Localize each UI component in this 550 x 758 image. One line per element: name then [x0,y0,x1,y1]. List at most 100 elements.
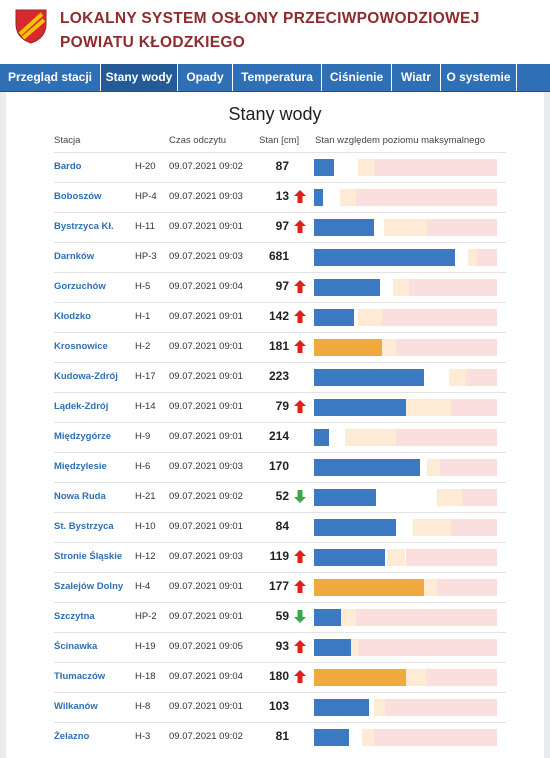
row-separator [54,602,506,603]
level-bar [314,579,497,596]
column-header: Stan [cm] [259,135,300,146]
station-link[interactable]: Szalejów Dolny [54,581,124,592]
row-separator [54,692,506,693]
row-separator [54,722,506,723]
nav-item[interactable]: Ciśnienie [322,64,392,91]
station-link[interactable]: Żelazno [54,731,90,742]
station-link[interactable]: Kudowa-Zdrój [54,371,118,382]
reading-time: 09.07.2021 09:04 [169,281,243,292]
alarm-zone [374,159,497,176]
alarm-zone [476,249,497,266]
reading-time: 09.07.2021 09:01 [169,611,243,622]
level-bar [314,729,497,746]
row-separator [54,512,506,513]
reading-time: 09.07.2021 09:03 [169,551,243,562]
alarm-zone [385,699,497,716]
nav-item[interactable]: Stany wody [101,64,178,91]
reading-time: 09.07.2021 09:02 [169,161,243,172]
header: LOKALNY SYSTEM OSŁONY PRZECIWPOWODZIOWEJ… [0,0,550,64]
reading-time: 09.07.2021 09:05 [169,641,243,652]
water-level: 97 [275,279,289,293]
table-title: Stany wody [228,104,322,124]
station-code: HP-4 [135,191,157,202]
station-link[interactable]: Stronie Śląskie [54,551,123,562]
reading-time: 09.07.2021 09:04 [169,671,243,682]
level-fill [314,189,324,206]
level-bar [314,159,497,176]
nav-item[interactable]: Wiatr [392,64,441,91]
alarm-zone [427,219,497,236]
station-code: H-6 [135,461,151,472]
reading-time: 09.07.2021 09:03 [169,191,243,202]
station-code: H-3 [135,731,151,742]
water-level: 97 [275,219,289,233]
nav-item[interactable]: Temperatura [233,64,322,91]
station-link[interactable]: Tłumaczów [54,671,106,682]
column-header: Czas odczytu [169,135,227,146]
level-bar [314,549,497,566]
water-level: 87 [275,159,289,173]
station-link[interactable]: Bardo [54,161,82,172]
reading-time: 09.07.2021 09:01 [169,431,243,442]
content-card: Stany wody Stacja Czas odczytu Stan [cm] Sta… [6,92,544,758]
station-link[interactable]: Nowa Ruda [54,491,106,502]
level-bar [314,339,497,356]
nav-item[interactable]: Opady [178,64,233,91]
station-link[interactable]: Boboszów [54,191,102,202]
station-link[interactable]: Międzylesie [54,461,107,472]
station-link[interactable]: Ścinawka [54,641,98,652]
station-link[interactable]: Szczytna [54,611,95,622]
station-link[interactable]: Bystrzyca Kł. [54,221,114,232]
station-link[interactable]: Krosnowice [54,341,108,352]
station-link[interactable]: Wilkanów [54,701,98,712]
trend-down-icon [294,490,306,503]
level-bar [314,489,497,506]
warning-zone [436,489,463,506]
station-link[interactable]: Gorzuchów [54,281,106,292]
warning-zone [341,609,357,626]
level-fill [314,159,335,176]
water-level: 79 [275,399,289,413]
station-link[interactable]: Kłodzko [54,311,91,322]
station-link[interactable]: St. Bystrzyca [54,521,114,532]
trend-up-icon [294,340,306,353]
station-code: H-8 [135,701,151,712]
water-level: 84 [275,519,289,533]
level-bar [314,609,497,626]
station-link[interactable]: Darnków [54,251,95,262]
nav-item[interactable]: O systemie [441,64,517,91]
station-code: HP-3 [135,251,157,262]
water-level: 170 [268,459,289,473]
level-fill [314,549,386,566]
warning-zone [449,369,466,386]
alarm-zone [405,549,497,566]
alarm-zone [451,399,497,416]
water-level: 214 [268,429,289,443]
warning-zone [350,639,358,656]
station-code: H-11 [135,221,155,232]
alarm-zone [451,519,497,536]
alarm-zone [396,429,497,446]
station-code: H-17 [135,371,156,382]
water-level: 681 [268,249,289,263]
nav-item[interactable]: Przegląd stacji [0,64,101,91]
alarm-zone [381,309,497,326]
station-code: HP-2 [135,611,157,622]
water-level: 52 [275,489,289,503]
station-link[interactable]: Lądek-Zdrój [54,401,109,412]
column-header: Stan względem poziomu maksymalnego [315,135,486,146]
reading-time: 09.07.2021 09:02 [169,491,243,502]
alarm-zone [436,579,497,596]
warning-zone [392,279,410,296]
level-fill [314,429,329,446]
row-separator [54,482,506,483]
station-code: H-5 [135,281,151,292]
station-link[interactable]: Międzygórze [54,431,112,442]
alarm-zone [465,369,497,386]
nav-bar: Przegląd stacji Stany wody Opady Temperatur… [0,64,550,92]
water-level: 119 [269,549,289,563]
level-fill [314,309,355,326]
reading-time: 09.07.2021 09:01 [169,341,243,352]
level-fill [314,489,377,506]
